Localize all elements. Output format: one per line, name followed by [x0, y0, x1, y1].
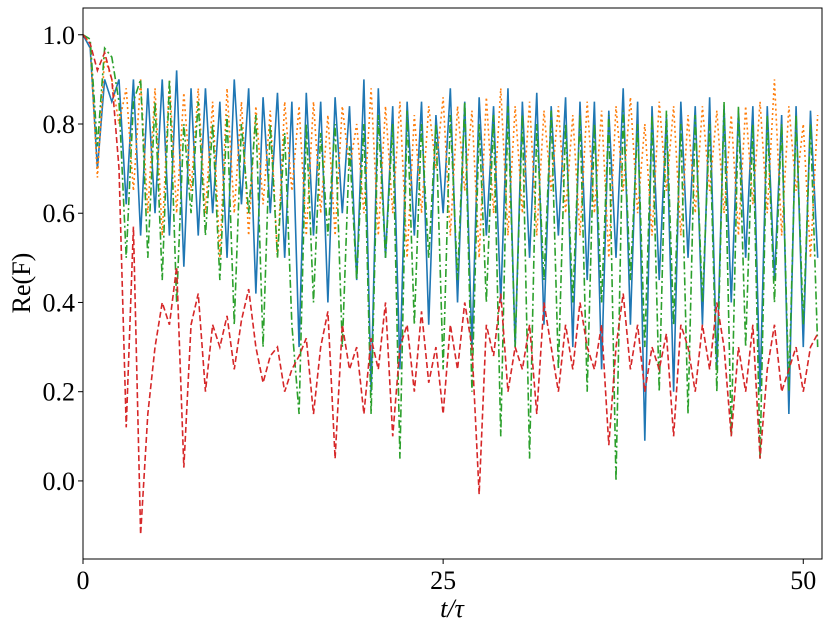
- series-line: [83, 34, 819, 535]
- series-line: [83, 34, 819, 441]
- x-tick-label: 50: [790, 566, 816, 595]
- x-tick-label: 0: [77, 566, 90, 595]
- plot-frame: [82, 7, 823, 560]
- y-tick-label: 1.0: [43, 21, 76, 50]
- x-tick-label: 25: [430, 566, 456, 595]
- y-tick-label: 0.6: [43, 199, 76, 228]
- y-axis-label: Re(F): [7, 253, 36, 314]
- y-tick-label: 0.8: [43, 110, 76, 139]
- y-tick-label: 0.0: [43, 467, 76, 496]
- series-line: [83, 34, 819, 481]
- y-tick-label: 0.2: [43, 378, 76, 407]
- x-axis-label: t/τ: [440, 594, 465, 623]
- y-tick-label: 0.4: [43, 288, 76, 317]
